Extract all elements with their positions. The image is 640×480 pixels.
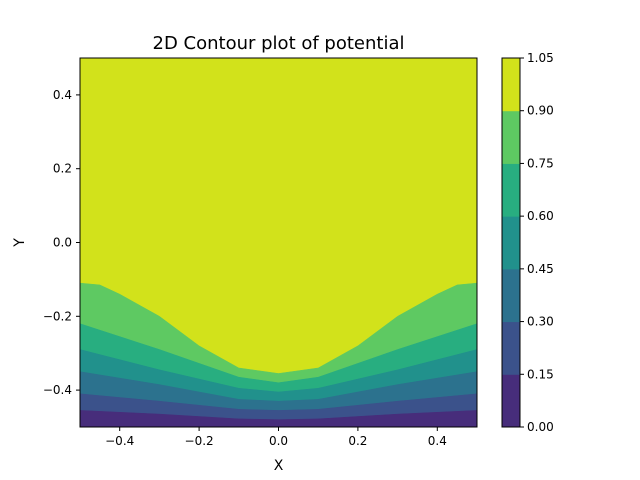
contour-bands xyxy=(80,58,477,427)
x-tick-label: 0.0 xyxy=(269,434,288,448)
x-tick-label: 0.4 xyxy=(428,434,447,448)
band-0-0.15 xyxy=(80,410,477,427)
colorbar-tick-label: 0.15 xyxy=(527,367,554,381)
colorbar-segment xyxy=(502,110,520,164)
colorbar-tick-label: 0.75 xyxy=(527,156,554,170)
colorbar-tick-label: 0.45 xyxy=(527,262,554,276)
y-axis-label: Y xyxy=(12,238,28,248)
colorbar-tick-label: 1.05 xyxy=(527,51,554,65)
x-tick-label: 0.2 xyxy=(348,434,367,448)
y-tick-label: −0.2 xyxy=(43,309,72,323)
x-tick-label: −0.4 xyxy=(105,434,134,448)
colorbar-segment xyxy=(502,216,520,270)
y-tick-label: −0.4 xyxy=(43,383,72,397)
colorbar-segment xyxy=(502,321,520,375)
colorbar-segment xyxy=(502,374,520,428)
y-tick-label: 0.4 xyxy=(53,88,72,102)
y-tick-label: 0.0 xyxy=(53,236,72,250)
colorbar-ticks: 0.00 0.15 0.30 0.45 0.60 0.75 0.90 1.05 xyxy=(520,51,554,434)
colorbar-segment xyxy=(502,58,520,112)
colorbar-frame xyxy=(501,57,521,428)
colorbar-segment xyxy=(502,268,520,323)
colorbar-tick-label: 0.30 xyxy=(527,315,554,329)
x-axis-label: X xyxy=(274,458,284,474)
y-axis-ticks: −0.4 −0.2 0.0 0.2 0.4 xyxy=(43,88,80,397)
colorbar-segment xyxy=(502,163,520,217)
colorbar xyxy=(502,58,520,428)
chart-title: 2D Contour plot of potential xyxy=(153,33,405,54)
colorbar-tick-label: 0.60 xyxy=(527,209,554,223)
colorbar-tick-label: 0.90 xyxy=(527,104,554,118)
colorbar-tick-label: 0.00 xyxy=(527,420,554,434)
y-tick-label: 0.2 xyxy=(53,162,72,176)
x-tick-label: −0.2 xyxy=(185,434,214,448)
x-axis-ticks: −0.4 −0.2 0.0 0.2 0.4 xyxy=(105,427,447,448)
